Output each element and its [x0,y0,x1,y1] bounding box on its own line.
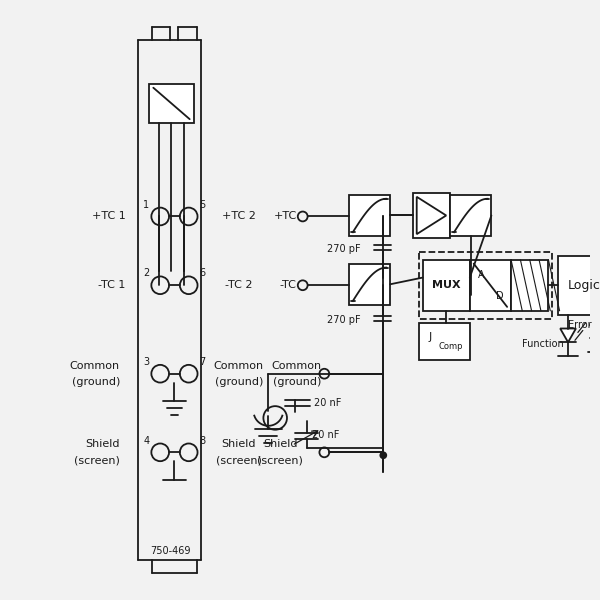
Text: Logic: Logic [568,279,600,292]
Polygon shape [590,325,600,338]
Text: D: D [496,291,503,301]
Text: -TC 1: -TC 1 [98,280,126,290]
Text: -TC: -TC [280,280,297,290]
Text: Function: Function [523,339,564,349]
Text: 5: 5 [199,200,206,209]
Text: Common: Common [214,361,264,371]
Text: (screen): (screen) [74,455,120,465]
Text: Common: Common [272,361,322,371]
Text: 270 pF: 270 pF [327,244,361,254]
Text: MUX: MUX [432,280,461,290]
Text: (ground): (ground) [71,377,120,386]
Bar [419,323,470,360]
Text: -TC 2: -TC 2 [225,280,253,290]
Text: J: J [428,332,432,343]
Text: Comp: Comp [439,341,463,350]
Text: 6: 6 [199,268,206,278]
Text: 2: 2 [143,268,149,278]
Polygon shape [560,329,576,342]
Text: Shield: Shield [221,439,256,449]
Text: Error: Error [568,320,592,329]
Text: (ground): (ground) [215,377,263,386]
Text: +TC 1: +TC 1 [92,211,126,221]
Text: 20 nF: 20 nF [314,398,342,408]
Bar [511,260,548,311]
Bar [413,193,450,238]
Bar [422,260,470,311]
Bar [419,252,553,319]
Text: (screen): (screen) [257,455,303,465]
Text: +TC: +TC [274,211,297,221]
Text: (screen): (screen) [216,455,262,465]
Text: 1: 1 [143,200,149,209]
Text: 270 pF: 270 pF [327,314,361,325]
Text: +TC 2: +TC 2 [222,211,256,221]
Text: Shield: Shield [263,439,298,449]
Text: 8: 8 [199,436,206,446]
Bar [450,195,491,236]
Circle shape [380,452,386,458]
Bar [349,195,390,236]
Text: (ground): (ground) [272,377,321,386]
Bar [558,256,600,315]
Text: 750-469: 750-469 [150,545,190,556]
Text: 7: 7 [199,357,206,367]
Bar [149,84,194,123]
Text: Shield: Shield [85,439,120,449]
Text: A: A [478,269,484,280]
Text: 4: 4 [143,436,149,446]
Text: 3: 3 [143,357,149,367]
Text: Common: Common [70,361,120,371]
Bar [349,263,390,305]
Bar [470,260,511,311]
Text: 20 nF: 20 nF [311,430,339,440]
